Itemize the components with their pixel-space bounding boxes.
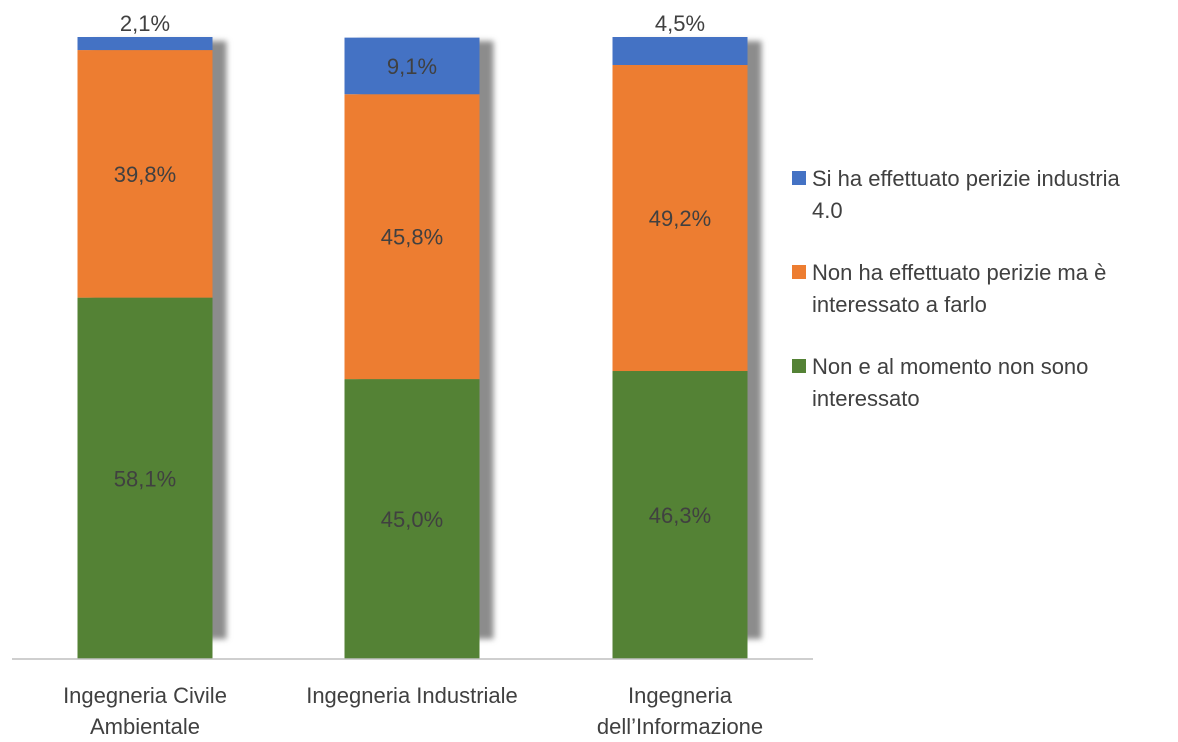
legend-item: Si ha effettuato perizie industria 4.0 <box>790 163 1175 227</box>
category-label: Ingegneria Civile Ambientale <box>63 683 227 739</box>
category-label: Ingegneria Industriale <box>306 683 518 708</box>
bar-segment <box>77 297 213 659</box>
bar-segment <box>612 37 748 65</box>
data-label: 39,8% <box>114 162 176 187</box>
legend-label: Si ha effettuato perizie industria 4.0 <box>812 166 1120 223</box>
bar-segments <box>77 37 748 659</box>
bar-segment <box>77 37 213 51</box>
legend-item: Non ha effettuato perizie ma è interessat… <box>790 257 1175 321</box>
data-label: 45,0% <box>381 507 443 532</box>
legend-label: Non e al momento non sono interessato <box>812 354 1089 411</box>
legend-swatch <box>792 359 806 373</box>
bar-segment <box>344 37 480 95</box>
data-label: 45,8% <box>381 225 443 250</box>
bar-segment <box>77 50 213 298</box>
data-labels: 58,1% 39,8% 2,1% 45,0% 45,8% 9,1% 46,3% 49,2% 4,… <box>114 11 711 532</box>
data-label: 58,1% <box>114 466 176 491</box>
bar-segment <box>612 371 748 659</box>
legend-swatch <box>792 265 806 279</box>
data-label: 9,1% <box>387 54 437 79</box>
data-label: 49,2% <box>649 206 711 231</box>
data-label: 46,3% <box>649 503 711 528</box>
legend-label: Non ha effettuato perizie ma è interessat… <box>812 260 1107 317</box>
legend-swatch <box>792 171 806 185</box>
bar-segment <box>344 379 480 659</box>
legend: Si ha effettuato perizie industria 4.0 Non… <box>790 163 1175 445</box>
data-label: 4,5% <box>655 11 705 36</box>
bar-segment <box>344 94 480 380</box>
data-label: 2,1% <box>120 11 170 36</box>
category-label: Ingegneria dell’Informazione <box>596 683 764 739</box>
legend-item: Non e al momento non sono interessato <box>790 351 1175 415</box>
bar-segment <box>612 64 748 372</box>
